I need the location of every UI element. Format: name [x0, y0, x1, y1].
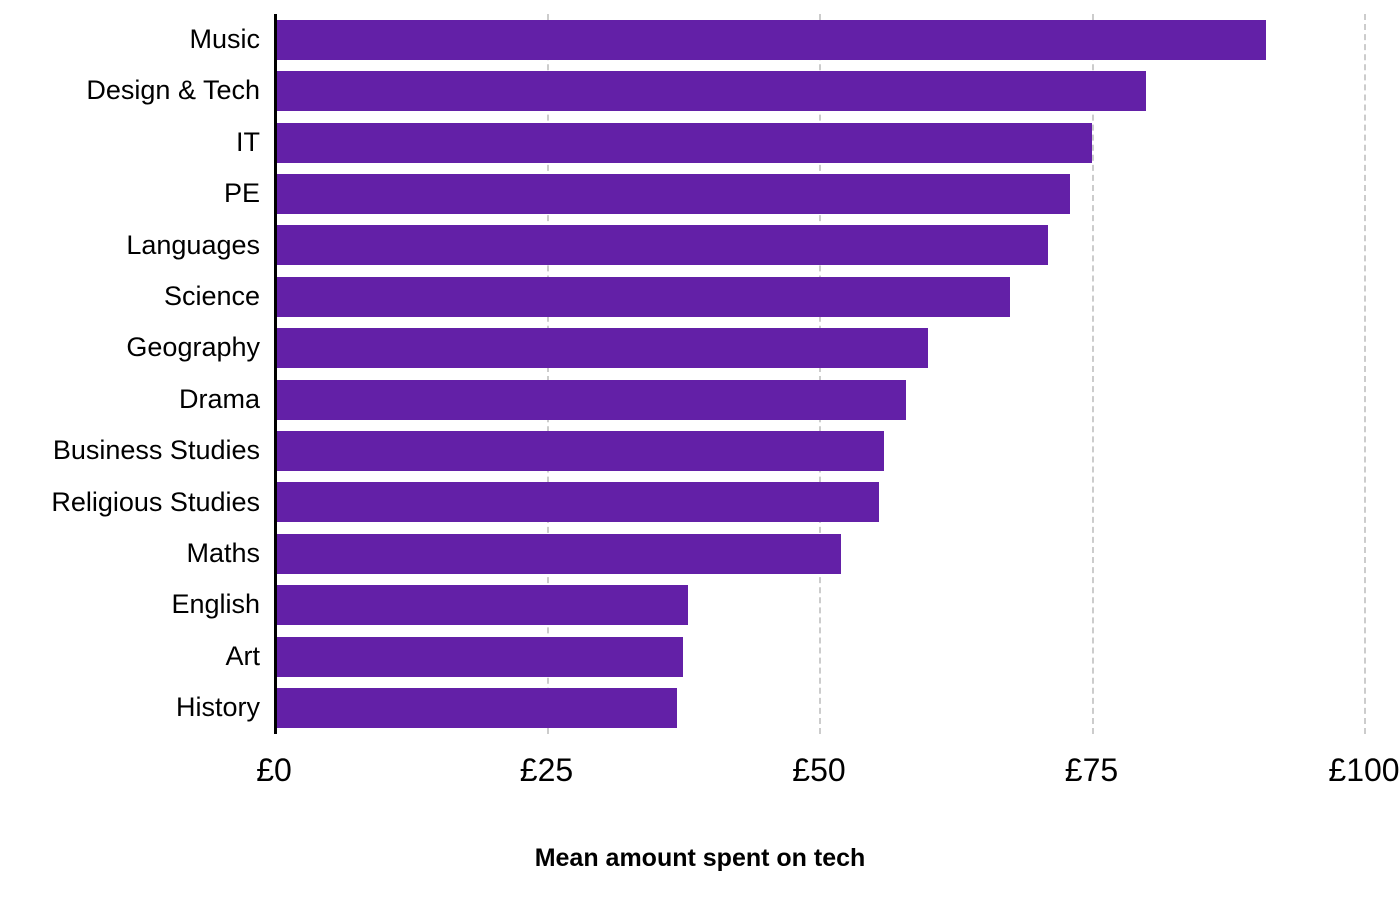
- gridline: [1092, 14, 1094, 734]
- plot-area: [274, 14, 1364, 734]
- category-label: Languages: [126, 220, 260, 271]
- x-tick-label: £50: [792, 752, 845, 789]
- bar: [277, 688, 677, 728]
- bar: [277, 277, 1010, 317]
- category-label: Business Studies: [53, 425, 260, 476]
- x-axis-title: Mean amount spent on tech: [0, 844, 1400, 873]
- bar: [277, 225, 1048, 265]
- bar: [277, 328, 928, 368]
- category-label: English: [171, 579, 260, 630]
- bar: [277, 20, 1266, 60]
- bar: [277, 123, 1092, 163]
- category-label: Maths: [186, 528, 260, 579]
- bar-chart: MusicDesign & TechITPELanguagesScienceGe…: [0, 0, 1400, 902]
- category-label: Science: [164, 271, 260, 322]
- category-label: Design & Tech: [86, 65, 260, 116]
- category-label: History: [176, 682, 260, 733]
- bar: [277, 534, 841, 574]
- x-tick-label: £25: [520, 752, 573, 789]
- x-tick-label: £100: [1328, 752, 1399, 789]
- bar: [277, 174, 1070, 214]
- bar: [277, 71, 1146, 111]
- x-tick-label: £75: [1065, 752, 1118, 789]
- category-label: Drama: [179, 374, 260, 425]
- category-label: Geography: [126, 322, 260, 373]
- bar: [277, 482, 879, 522]
- bar: [277, 637, 683, 677]
- x-tick-label: £0: [256, 752, 292, 789]
- gridline: [1364, 14, 1366, 734]
- category-label: Art: [225, 631, 260, 682]
- bar: [277, 585, 688, 625]
- category-label: Music: [189, 14, 260, 65]
- category-label: Religious Studies: [51, 477, 260, 528]
- category-label: PE: [224, 168, 260, 219]
- bar: [277, 380, 906, 420]
- category-label: IT: [236, 117, 260, 168]
- bar: [277, 431, 884, 471]
